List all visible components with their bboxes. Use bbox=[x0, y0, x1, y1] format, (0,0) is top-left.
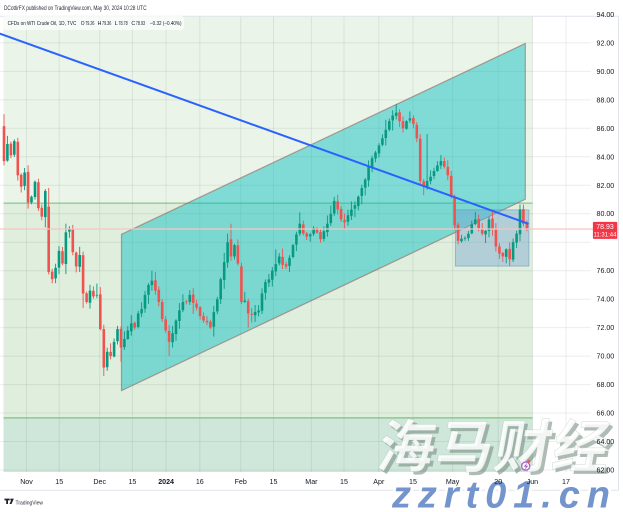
svg-text:66.00: 66.00 bbox=[597, 410, 615, 418]
svg-text:DCottirFX published on Trading: DCottirFX published on TradingView.com, … bbox=[4, 5, 147, 12]
svg-text:15: 15 bbox=[128, 478, 136, 486]
svg-text:80.00: 80.00 bbox=[597, 210, 615, 218]
svg-text:15: 15 bbox=[270, 478, 278, 486]
svg-text:Mar: Mar bbox=[305, 478, 318, 486]
svg-text:May: May bbox=[446, 478, 460, 486]
svg-text:15: 15 bbox=[340, 478, 348, 486]
svg-text:CFDs on WTI Crude Oil, 1D, TVC: CFDs on WTI Crude Oil, 1D, TVC bbox=[8, 21, 77, 27]
svg-text:11:31:44: 11:31:44 bbox=[594, 233, 618, 239]
svg-text:72.00: 72.00 bbox=[597, 324, 615, 332]
svg-text:79.36: 79.36 bbox=[102, 21, 112, 27]
svg-text:L: L bbox=[115, 21, 119, 27]
svg-text:70.00: 70.00 bbox=[597, 353, 615, 361]
svg-text:78.93: 78.93 bbox=[136, 21, 146, 27]
svg-text:Nov: Nov bbox=[20, 478, 33, 486]
svg-text:Apr: Apr bbox=[373, 478, 385, 486]
svg-text:TradingView: TradingView bbox=[16, 500, 44, 506]
svg-text:C: C bbox=[131, 21, 135, 27]
svg-text:86.00: 86.00 bbox=[597, 125, 615, 133]
svg-text:17: 17 bbox=[562, 478, 570, 486]
svg-text:78.78: 78.78 bbox=[118, 21, 128, 27]
svg-text:62.00: 62.00 bbox=[597, 467, 615, 475]
svg-text:88.00: 88.00 bbox=[597, 96, 615, 104]
svg-text:Jun: Jun bbox=[527, 478, 538, 486]
svg-text:15: 15 bbox=[409, 478, 417, 486]
svg-text:15: 15 bbox=[55, 478, 63, 486]
svg-text:92.00: 92.00 bbox=[597, 39, 615, 47]
svg-text:78.93: 78.93 bbox=[596, 224, 614, 231]
svg-text:zzrt01.cn: zzrt01.cn bbox=[391, 475, 610, 512]
svg-text:64.00: 64.00 bbox=[597, 438, 615, 446]
svg-text:82.00: 82.00 bbox=[597, 182, 615, 190]
svg-text:20: 20 bbox=[494, 478, 502, 486]
svg-text:16: 16 bbox=[196, 478, 204, 486]
svg-text:Feb: Feb bbox=[235, 478, 247, 486]
svg-text:94.00: 94.00 bbox=[597, 11, 615, 19]
svg-text:79.26: 79.26 bbox=[85, 21, 95, 27]
svg-text:68.00: 68.00 bbox=[597, 381, 615, 389]
svg-text:H: H bbox=[98, 21, 102, 27]
svg-text:90.00: 90.00 bbox=[597, 68, 615, 76]
svg-text:Dec: Dec bbox=[93, 478, 106, 486]
svg-text:−0.32 (−0.40%): −0.32 (−0.40%) bbox=[150, 21, 182, 27]
svg-text:zzrt01.cn: zzrt01.cn bbox=[391, 475, 610, 512]
svg-text:2024: 2024 bbox=[158, 478, 174, 486]
svg-text:74.00: 74.00 bbox=[597, 296, 615, 304]
svg-text:84.00: 84.00 bbox=[597, 153, 615, 161]
svg-text:O: O bbox=[81, 21, 85, 27]
svg-text:76.00: 76.00 bbox=[597, 267, 615, 275]
